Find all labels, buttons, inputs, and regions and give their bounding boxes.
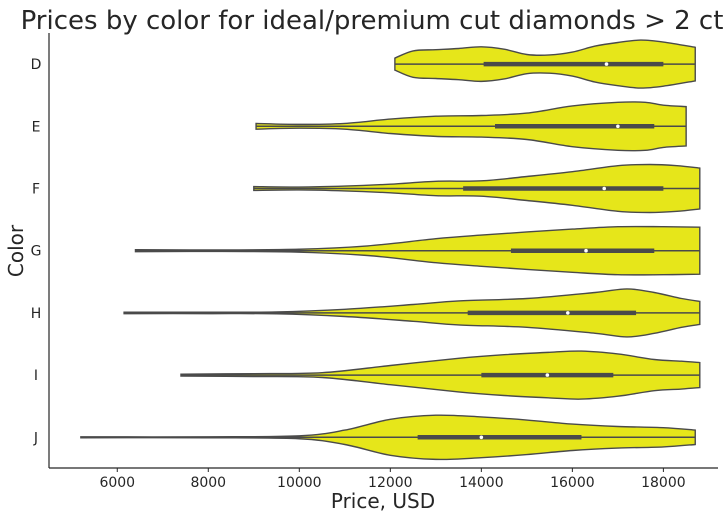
y-tick-label-J: J [33, 430, 38, 446]
y-tick-label-E: E [32, 119, 41, 135]
y-ticks: D E F G H I J [31, 57, 42, 446]
y-tick-label-H: H [31, 306, 42, 322]
median-dot-G [584, 248, 588, 253]
median-dot-I [545, 373, 550, 377]
violin-F [253, 163, 701, 214]
y-tick-label-F: F [32, 182, 40, 198]
x-axis-label: Price, USD [331, 489, 435, 513]
y-axis-label: Color [4, 224, 28, 277]
x-tick-label: 10000 [277, 475, 322, 491]
x-tick-label: 6000 [99, 475, 135, 491]
violin-E [255, 101, 687, 152]
x-tick-label: 16000 [550, 475, 595, 491]
median-dot-D [604, 62, 609, 66]
y-tick-label-D: D [31, 57, 42, 73]
median-dot-F [602, 186, 607, 191]
x-tick-label: 18000 [641, 475, 686, 491]
x-tick-label: 12000 [368, 475, 413, 491]
violin-G [134, 225, 701, 276]
x-tick-label: 14000 [459, 475, 504, 491]
violin-I [180, 350, 701, 400]
x-ticks: 6000 8000 10000 12000 14000 16000 18000 [99, 468, 686, 491]
y-tick-label-I: I [34, 368, 38, 384]
chart-title: Prices by color for ideal/premium cut di… [21, 6, 724, 36]
violin-H [123, 288, 701, 338]
violins-layer [80, 39, 701, 461]
median-dot-H [566, 311, 570, 315]
median-dot-E [616, 124, 620, 129]
y-tick-label-G: G [31, 244, 42, 260]
violin-J [80, 414, 696, 461]
violin-D [394, 39, 696, 89]
x-tick-label: 8000 [190, 475, 226, 491]
median-dot-J [479, 435, 484, 440]
